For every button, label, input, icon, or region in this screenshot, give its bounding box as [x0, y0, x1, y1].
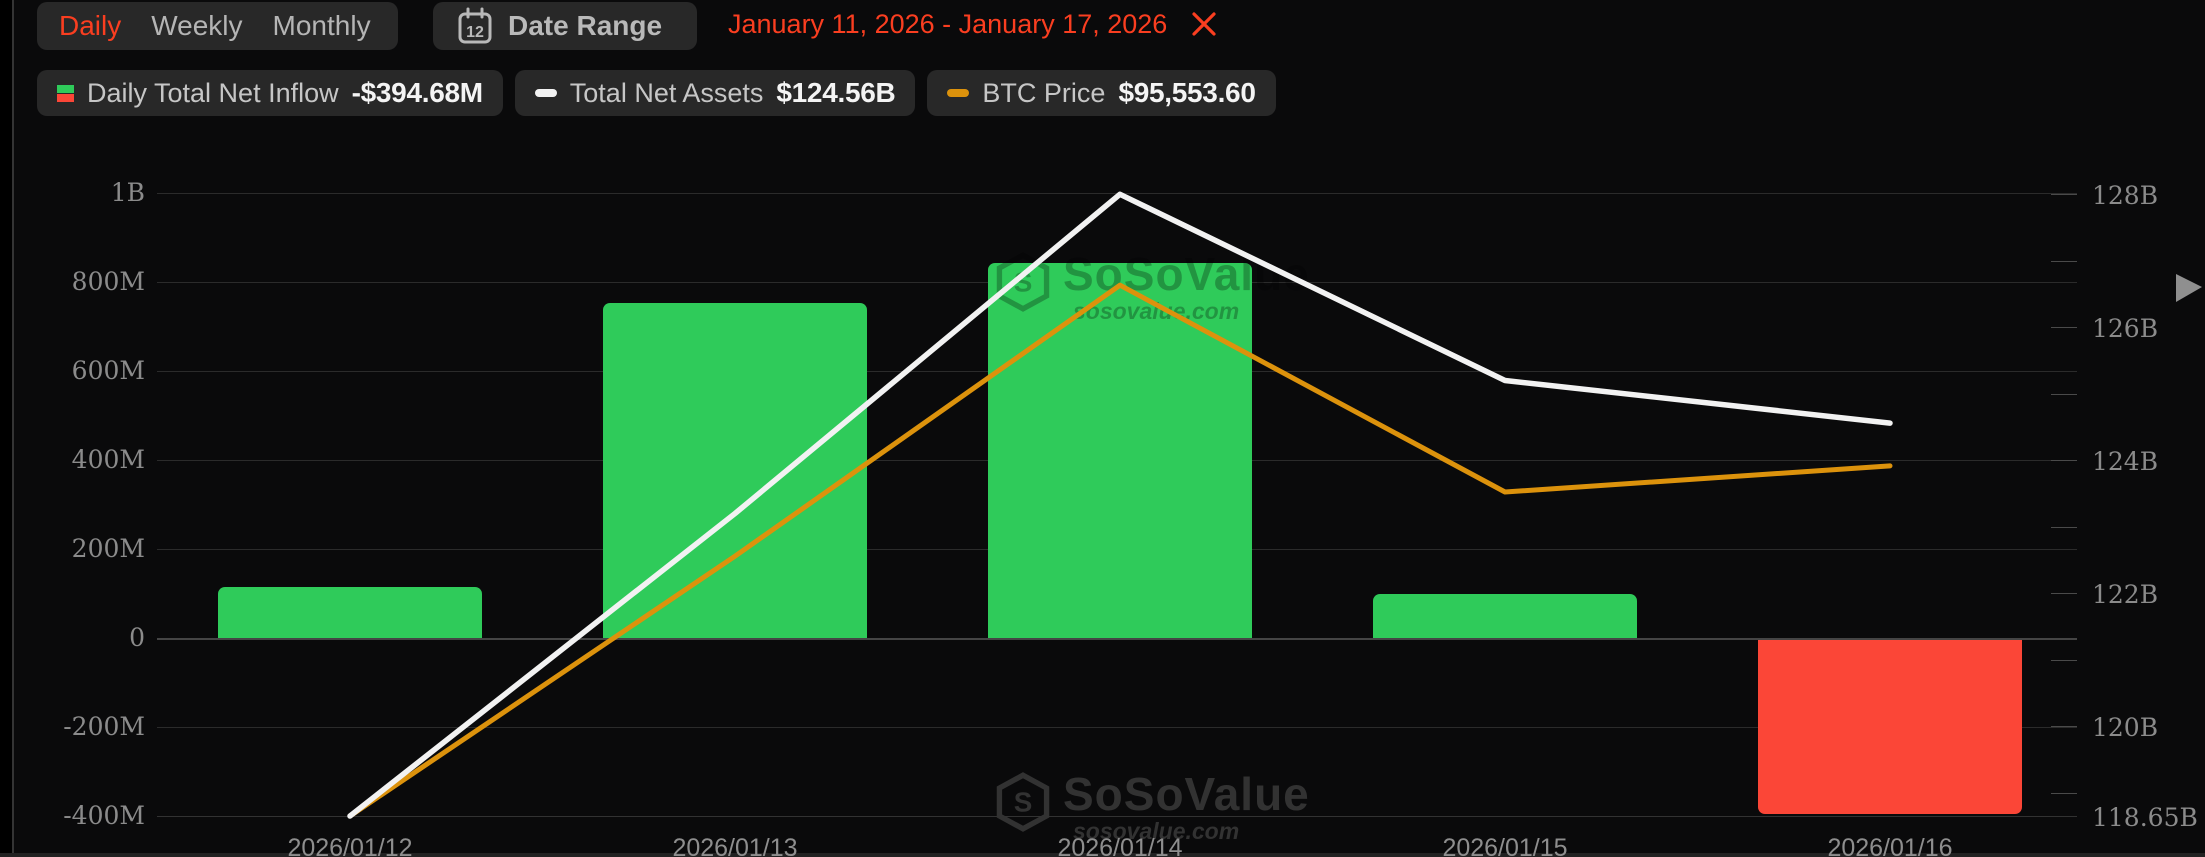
line-swatch-icon — [947, 89, 970, 97]
left-edge-divider — [12, 0, 14, 857]
legend-value: $124.56B — [776, 77, 896, 108]
right-axis-tick — [2051, 793, 2077, 794]
legend-value: $95,553.60 — [1118, 77, 1256, 108]
date-range-value: January 11, 2026 - January 17, 2026 — [728, 8, 1168, 39]
net-inflow-bar[interactable] — [1373, 593, 1637, 638]
close-icon[interactable] — [1191, 11, 1217, 37]
x-axis-label: 2026/01/16 — [1827, 834, 1953, 857]
legend-label: BTC Price — [982, 77, 1106, 108]
left-axis-label: 1B — [110, 178, 145, 207]
mouse-cursor — [2176, 274, 2202, 302]
tab-monthly[interactable]: Monthly — [272, 10, 371, 41]
right-axis-tick — [2051, 593, 2077, 594]
right-axis-tick — [2051, 726, 2077, 727]
right-axis-tick — [2051, 394, 2077, 395]
gridline — [157, 727, 2077, 728]
right-axis-tick — [2051, 660, 2077, 661]
chart-legend: Daily Total Net Inflow -$394.68M Total N… — [37, 70, 1276, 116]
legend-total-net-assets[interactable]: Total Net Assets $124.56B — [514, 70, 916, 116]
right-axis-tick — [2051, 194, 2077, 195]
tab-weekly[interactable]: Weekly — [151, 10, 243, 41]
zero-gridline — [157, 638, 2077, 640]
left-edge-strip — [0, 0, 12, 857]
legend-btc-price[interactable]: BTC Price $95,553.60 — [927, 70, 1276, 116]
bar-swatch-icon — [57, 84, 74, 102]
line-swatch-icon — [534, 89, 557, 97]
svg-text:S: S — [1014, 787, 1033, 818]
x-axis-label: 2026/01/12 — [287, 834, 413, 857]
left-axis-label: 800M — [71, 267, 145, 296]
left-axis-label: -400M — [63, 801, 145, 830]
left-axis-label: 0 — [129, 623, 145, 652]
calendar-icon: 12 — [458, 7, 492, 44]
sosovalue-watermark: S SoSoValue sosovalue.com — [995, 768, 1310, 845]
left-axis-label: 600M — [71, 356, 145, 385]
total-net-assets-line — [347, 191, 1893, 819]
right-axis-label: 126B — [2092, 314, 2159, 343]
right-axis-label: 122B — [2092, 580, 2159, 609]
watermark-title: SoSoValue — [1063, 248, 1310, 300]
right-axis-tick — [2051, 460, 2077, 461]
right-axis-tick — [2051, 261, 2077, 262]
right-axis-tick — [2051, 527, 2077, 528]
legend-label: Total Net Assets — [569, 77, 764, 108]
bottom-scroll-strip[interactable] — [0, 853, 2205, 857]
legend-value: -$394.68M — [351, 77, 483, 108]
svg-text:12: 12 — [466, 24, 484, 41]
left-axis-label: -200M — [63, 712, 145, 741]
net-inflow-bar[interactable] — [988, 262, 1252, 638]
right-axis-label: 128B — [2092, 181, 2159, 210]
right-axis-tick — [2051, 327, 2077, 328]
legend-daily-net-inflow[interactable]: Daily Total Net Inflow -$394.68M — [37, 70, 503, 116]
sosovalue-logo-icon: S — [996, 772, 1050, 832]
watermark-title: SoSoValue — [1063, 768, 1310, 820]
btc-price-line — [347, 282, 1893, 819]
right-axis-label: 124B — [2092, 447, 2159, 476]
date-range-button[interactable]: 12 Date Range — [433, 2, 697, 50]
net-inflow-bar[interactable] — [218, 586, 482, 638]
x-axis-label: 2026/01/14 — [1057, 834, 1183, 857]
x-axis-label: 2026/01/13 — [672, 834, 798, 857]
left-axis-label: 200M — [71, 534, 145, 563]
selected-date-range: January 11, 2026 - January 17, 2026 — [728, 0, 1217, 48]
gridline — [157, 816, 2077, 817]
period-tabs: Daily Weekly Monthly — [37, 2, 398, 50]
left-axis-label: 400M — [71, 445, 145, 474]
date-range-button-label: Date Range — [508, 10, 663, 41]
net-inflow-bar[interactable] — [1758, 640, 2022, 814]
x-axis-label: 2026/01/15 — [1442, 834, 1568, 857]
tab-daily[interactable]: Daily — [59, 10, 122, 41]
right-axis-label: 118.65B — [2092, 803, 2198, 832]
watermark-subtitle: sosovalue.com — [1073, 818, 1240, 844]
legend-label: Daily Total Net Inflow — [87, 77, 339, 108]
right-axis-label: 120B — [2092, 713, 2159, 742]
